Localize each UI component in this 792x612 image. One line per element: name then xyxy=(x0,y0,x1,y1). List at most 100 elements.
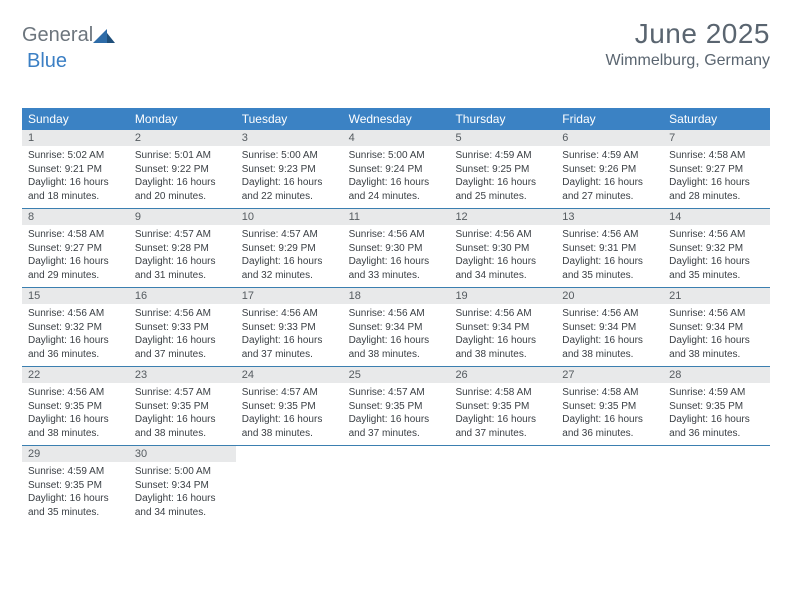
day-body: Sunrise: 4:59 AMSunset: 9:35 PMDaylight:… xyxy=(22,462,129,523)
sunrise-line: Sunrise: 4:56 AM xyxy=(455,228,550,242)
day-number: 16 xyxy=(129,288,236,304)
sunrise-line: Sunrise: 4:59 AM xyxy=(455,149,550,163)
day-number: 25 xyxy=(343,367,450,383)
sunset-line: Sunset: 9:22 PM xyxy=(135,163,230,177)
sunset-line: Sunset: 9:30 PM xyxy=(455,242,550,256)
day-header-friday: Friday xyxy=(556,108,663,130)
daylight-line: Daylight: 16 hours and 37 minutes. xyxy=(135,334,230,361)
sunset-line: Sunset: 9:33 PM xyxy=(242,321,337,335)
day-number: 7 xyxy=(663,130,770,146)
day-cell-empty xyxy=(449,446,556,524)
sunrise-line: Sunrise: 4:56 AM xyxy=(349,228,444,242)
daylight-line: Daylight: 16 hours and 36 minutes. xyxy=(562,413,657,440)
day-body: Sunrise: 4:59 AMSunset: 9:25 PMDaylight:… xyxy=(449,146,556,207)
sunset-line: Sunset: 9:35 PM xyxy=(28,400,123,414)
sunrise-line: Sunrise: 4:57 AM xyxy=(135,386,230,400)
sunrise-line: Sunrise: 4:56 AM xyxy=(669,307,764,321)
sunset-line: Sunset: 9:32 PM xyxy=(669,242,764,256)
day-body: Sunrise: 4:58 AMSunset: 9:27 PMDaylight:… xyxy=(663,146,770,207)
sunset-line: Sunset: 9:35 PM xyxy=(28,479,123,493)
week-row: 22Sunrise: 4:56 AMSunset: 9:35 PMDayligh… xyxy=(22,367,770,446)
day-body: Sunrise: 4:59 AMSunset: 9:35 PMDaylight:… xyxy=(663,383,770,444)
sunset-line: Sunset: 9:26 PM xyxy=(562,163,657,177)
day-number: 23 xyxy=(129,367,236,383)
day-body: Sunrise: 4:56 AMSunset: 9:34 PMDaylight:… xyxy=(343,304,450,365)
daylight-line: Daylight: 16 hours and 22 minutes. xyxy=(242,176,337,203)
day-number: 22 xyxy=(22,367,129,383)
weeks-container: 1Sunrise: 5:02 AMSunset: 9:21 PMDaylight… xyxy=(22,130,770,524)
sunrise-line: Sunrise: 4:56 AM xyxy=(135,307,230,321)
title-block: June 2025 Wimmelburg, Germany xyxy=(606,18,770,70)
day-body: Sunrise: 4:56 AMSunset: 9:31 PMDaylight:… xyxy=(556,225,663,286)
logo: General xyxy=(22,24,115,47)
sunrise-line: Sunrise: 5:02 AM xyxy=(28,149,123,163)
day-body: Sunrise: 4:58 AMSunset: 9:35 PMDaylight:… xyxy=(449,383,556,444)
daylight-line: Daylight: 16 hours and 31 minutes. xyxy=(135,255,230,282)
day-cell: 24Sunrise: 4:57 AMSunset: 9:35 PMDayligh… xyxy=(236,367,343,445)
day-body: Sunrise: 5:00 AMSunset: 9:23 PMDaylight:… xyxy=(236,146,343,207)
daylight-line: Daylight: 16 hours and 36 minutes. xyxy=(28,334,123,361)
day-body: Sunrise: 4:56 AMSunset: 9:30 PMDaylight:… xyxy=(343,225,450,286)
day-cell: 12Sunrise: 4:56 AMSunset: 9:30 PMDayligh… xyxy=(449,209,556,287)
day-number: 8 xyxy=(22,209,129,225)
day-number: 21 xyxy=(663,288,770,304)
daylight-line: Daylight: 16 hours and 24 minutes. xyxy=(349,176,444,203)
logo-text-blue: Blue xyxy=(27,50,67,72)
day-body: Sunrise: 4:57 AMSunset: 9:28 PMDaylight:… xyxy=(129,225,236,286)
sunrise-line: Sunrise: 4:56 AM xyxy=(28,386,123,400)
daylight-line: Daylight: 16 hours and 28 minutes. xyxy=(669,176,764,203)
day-number: 17 xyxy=(236,288,343,304)
day-number: 4 xyxy=(343,130,450,146)
daylight-line: Daylight: 16 hours and 38 minutes. xyxy=(242,413,337,440)
day-body: Sunrise: 5:00 AMSunset: 9:34 PMDaylight:… xyxy=(129,462,236,523)
daylight-line: Daylight: 16 hours and 38 minutes. xyxy=(562,334,657,361)
day-body: Sunrise: 4:57 AMSunset: 9:35 PMDaylight:… xyxy=(236,383,343,444)
day-number: 24 xyxy=(236,367,343,383)
sunset-line: Sunset: 9:30 PM xyxy=(349,242,444,256)
daylight-line: Daylight: 16 hours and 38 minutes. xyxy=(669,334,764,361)
day-number: 2 xyxy=(129,130,236,146)
day-number: 27 xyxy=(556,367,663,383)
day-cell-empty xyxy=(236,446,343,524)
daylight-line: Daylight: 16 hours and 25 minutes. xyxy=(455,176,550,203)
sunset-line: Sunset: 9:31 PM xyxy=(562,242,657,256)
sunset-line: Sunset: 9:34 PM xyxy=(562,321,657,335)
day-number: 29 xyxy=(22,446,129,462)
day-number: 11 xyxy=(343,209,450,225)
sunrise-line: Sunrise: 4:56 AM xyxy=(28,307,123,321)
sunset-line: Sunset: 9:21 PM xyxy=(28,163,123,177)
day-number: 18 xyxy=(343,288,450,304)
week-row: 29Sunrise: 4:59 AMSunset: 9:35 PMDayligh… xyxy=(22,446,770,524)
daylight-line: Daylight: 16 hours and 38 minutes. xyxy=(135,413,230,440)
day-cell: 16Sunrise: 4:56 AMSunset: 9:33 PMDayligh… xyxy=(129,288,236,366)
sunset-line: Sunset: 9:29 PM xyxy=(242,242,337,256)
sunset-line: Sunset: 9:34 PM xyxy=(455,321,550,335)
daylight-line: Daylight: 16 hours and 35 minutes. xyxy=(562,255,657,282)
day-cell: 26Sunrise: 4:58 AMSunset: 9:35 PMDayligh… xyxy=(449,367,556,445)
sunrise-line: Sunrise: 4:59 AM xyxy=(28,465,123,479)
daylight-line: Daylight: 16 hours and 37 minutes. xyxy=(349,413,444,440)
day-cell: 27Sunrise: 4:58 AMSunset: 9:35 PMDayligh… xyxy=(556,367,663,445)
day-body: Sunrise: 4:56 AMSunset: 9:32 PMDaylight:… xyxy=(663,225,770,286)
sunset-line: Sunset: 9:34 PM xyxy=(349,321,444,335)
daylight-line: Daylight: 16 hours and 38 minutes. xyxy=(455,334,550,361)
sunset-line: Sunset: 9:23 PM xyxy=(242,163,337,177)
day-body: Sunrise: 4:56 AMSunset: 9:33 PMDaylight:… xyxy=(129,304,236,365)
sunset-line: Sunset: 9:35 PM xyxy=(349,400,444,414)
daylight-line: Daylight: 16 hours and 33 minutes. xyxy=(349,255,444,282)
day-cell: 30Sunrise: 5:00 AMSunset: 9:34 PMDayligh… xyxy=(129,446,236,524)
day-number: 12 xyxy=(449,209,556,225)
daylight-line: Daylight: 16 hours and 32 minutes. xyxy=(242,255,337,282)
day-cell-empty xyxy=(343,446,450,524)
daylight-line: Daylight: 16 hours and 35 minutes. xyxy=(669,255,764,282)
day-body: Sunrise: 4:56 AMSunset: 9:30 PMDaylight:… xyxy=(449,225,556,286)
day-number: 28 xyxy=(663,367,770,383)
day-header-wednesday: Wednesday xyxy=(343,108,450,130)
daylight-line: Daylight: 16 hours and 27 minutes. xyxy=(562,176,657,203)
month-title: June 2025 xyxy=(606,18,770,50)
day-number: 5 xyxy=(449,130,556,146)
day-cell: 14Sunrise: 4:56 AMSunset: 9:32 PMDayligh… xyxy=(663,209,770,287)
sunrise-line: Sunrise: 4:59 AM xyxy=(669,386,764,400)
day-cell-empty xyxy=(556,446,663,524)
day-cell: 19Sunrise: 4:56 AMSunset: 9:34 PMDayligh… xyxy=(449,288,556,366)
